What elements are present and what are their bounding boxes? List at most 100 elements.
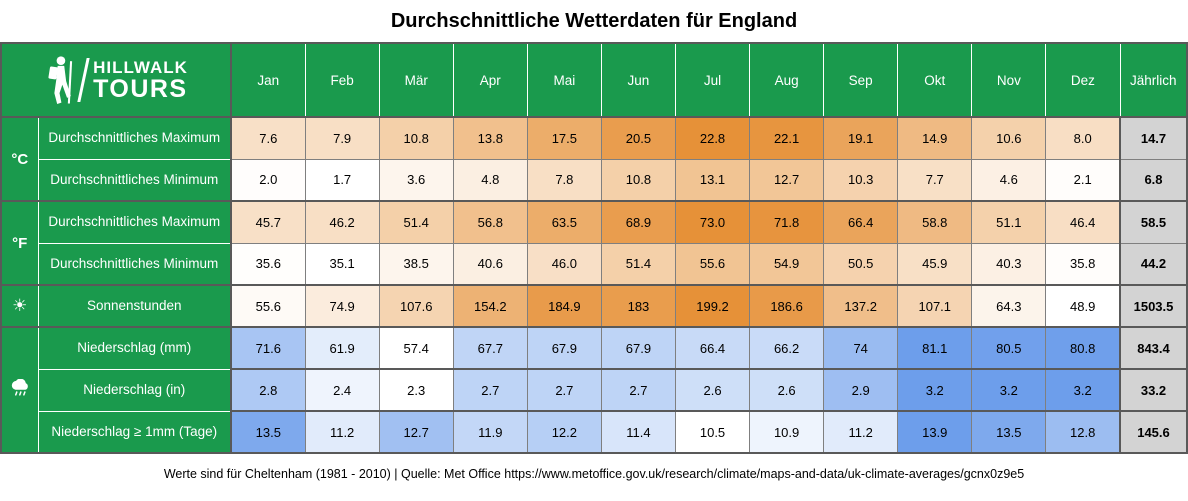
logo-text: HILLWALK TOURS xyxy=(93,59,188,102)
annual-value-cell: 145.6 xyxy=(1119,410,1188,454)
value-cell: 68.9 xyxy=(600,200,676,244)
month-header: Sep xyxy=(823,42,899,118)
annual-value-cell: 33.2 xyxy=(1119,368,1188,412)
row-label: Niederschlag ≥ 1mm (Tage) xyxy=(37,410,233,454)
logo-tours-text: TOURS xyxy=(93,74,188,103)
annual-value-cell: 58.5 xyxy=(1119,200,1188,244)
month-header: Mai xyxy=(526,42,602,118)
value-cell: 66.4 xyxy=(823,200,899,244)
value-cell: 4.8 xyxy=(452,158,528,202)
table-row: °C Durchschnittliches Maximum 7.6 7.9 10.8 13… xyxy=(0,116,1188,202)
value-cell: 50.5 xyxy=(823,242,899,286)
value-cell: 66.4 xyxy=(674,326,751,370)
value-cell: 8.0 xyxy=(1045,116,1121,160)
value-cell: 61.9 xyxy=(304,326,380,370)
value-cell: 10.6 xyxy=(971,116,1047,160)
rain-cloud-icon xyxy=(0,326,39,454)
value-cell: 63.5 xyxy=(526,200,602,244)
value-cell: 7.8 xyxy=(526,158,602,202)
sun-icon: ☀ xyxy=(0,284,39,328)
value-cell: 46.4 xyxy=(1045,200,1121,244)
value-cell: 14.9 xyxy=(897,116,973,160)
month-header: Mär xyxy=(378,42,454,118)
value-cell: 17.5 xyxy=(526,116,602,160)
value-cell: 73.0 xyxy=(674,200,751,244)
value-cell: 57.4 xyxy=(378,326,454,370)
value-cell: 40.6 xyxy=(452,242,528,286)
value-cell: 11.9 xyxy=(452,410,528,454)
value-cell: 40.3 xyxy=(971,242,1047,286)
value-cell: 67.9 xyxy=(600,326,676,370)
weather-table: HILLWALK TOURS Jan Feb Mär Apr Mai Jun Jul Aug S… xyxy=(0,42,1188,454)
value-cell: 48.9 xyxy=(1045,284,1121,328)
value-cell: 12.8 xyxy=(1045,410,1121,454)
table-row: Durchschnittliches Minimum 2.0 1.7 3.6 4.8 7.… xyxy=(1,158,1188,202)
value-cell: 56.8 xyxy=(452,200,528,244)
value-cell: 186.6 xyxy=(749,284,825,328)
month-header: Jun xyxy=(600,42,676,118)
value-cell: 12.7 xyxy=(378,410,454,454)
value-cell: 55.6 xyxy=(674,242,751,286)
value-cell: 10.8 xyxy=(600,158,676,202)
annual-value-cell: 14.7 xyxy=(1119,116,1188,160)
annual-value-cell: 1503.5 xyxy=(1119,284,1188,328)
value-cell: 107.1 xyxy=(897,284,973,328)
hillwalk-logo: HILLWALK TOURS xyxy=(0,42,233,118)
value-cell: 13.5 xyxy=(230,410,306,454)
row-label: Niederschlag (in) xyxy=(37,368,233,412)
value-cell: 3.2 xyxy=(897,368,973,412)
value-cell: 11.4 xyxy=(600,410,676,454)
value-cell: 13.9 xyxy=(897,410,973,454)
table-header-row: HILLWALK TOURS Jan Feb Mär Apr Mai Jun Jul Aug S… xyxy=(0,42,1188,118)
annual-value-cell: 44.2 xyxy=(1119,242,1188,286)
month-header: Apr xyxy=(452,42,528,118)
logo-slash xyxy=(77,58,90,102)
value-cell: 46.2 xyxy=(304,200,380,244)
value-cell: 137.2 xyxy=(823,284,899,328)
table-row: Niederschlag ≥ 1mm (Tage) 13.5 11.2 12.7 11.… xyxy=(1,410,1188,454)
value-cell: 2.8 xyxy=(230,368,306,412)
fahrenheit-label: °F xyxy=(0,200,39,286)
value-cell: 80.8 xyxy=(1045,326,1121,370)
annual-header: Jährlich xyxy=(1119,42,1188,118)
value-cell: 7.9 xyxy=(304,116,380,160)
value-cell: 1.7 xyxy=(304,158,380,202)
value-cell: 71.6 xyxy=(230,326,306,370)
annual-value-cell: 843.4 xyxy=(1119,326,1188,370)
value-cell: 10.3 xyxy=(823,158,899,202)
value-cell: 71.8 xyxy=(749,200,825,244)
value-cell: 183 xyxy=(600,284,676,328)
value-cell: 154.2 xyxy=(452,284,528,328)
value-cell: 2.7 xyxy=(526,368,602,412)
value-cell: 3.6 xyxy=(378,158,454,202)
row-label: Durchschnittliches Maximum xyxy=(37,200,233,244)
value-cell: 107.6 xyxy=(378,284,454,328)
value-cell: 35.6 xyxy=(230,242,306,286)
value-cell: 13.5 xyxy=(971,410,1047,454)
value-cell: 38.5 xyxy=(378,242,454,286)
value-cell: 10.8 xyxy=(378,116,454,160)
value-cell: 2.6 xyxy=(674,368,751,412)
value-cell: 46.0 xyxy=(526,242,602,286)
value-cell: 66.2 xyxy=(749,326,825,370)
logo-hillwalk-text: HILLWALK xyxy=(93,57,188,77)
month-header: Nov xyxy=(971,42,1047,118)
value-cell: 22.1 xyxy=(749,116,825,160)
row-label: Durchschnittliches Maximum xyxy=(37,116,233,160)
value-cell: 2.0 xyxy=(230,158,306,202)
value-cell: 2.1 xyxy=(1045,158,1121,202)
value-cell: 7.7 xyxy=(897,158,973,202)
value-cell: 20.5 xyxy=(600,116,676,160)
value-cell: 51.4 xyxy=(378,200,454,244)
value-cell: 2.9 xyxy=(823,368,899,412)
month-header: Aug xyxy=(749,42,825,118)
month-header: Dez xyxy=(1045,42,1121,118)
row-label: Sonnenstunden xyxy=(37,284,233,328)
value-cell: 22.8 xyxy=(674,116,751,160)
value-cell: 80.5 xyxy=(971,326,1047,370)
month-header: Jul xyxy=(674,42,751,118)
value-cell: 13.1 xyxy=(674,158,751,202)
value-cell: 3.2 xyxy=(1045,368,1121,412)
value-cell: 35.1 xyxy=(304,242,380,286)
